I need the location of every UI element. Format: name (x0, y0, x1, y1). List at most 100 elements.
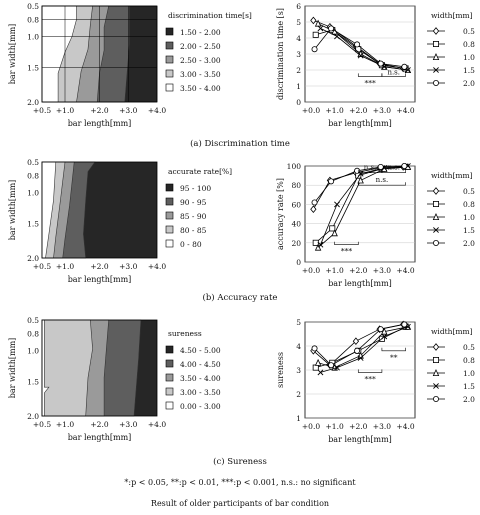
legend-marker (432, 395, 439, 402)
x-tick-label: +3.0 (119, 106, 137, 115)
legend-item-label: 3.00 - 3.50 (180, 70, 221, 79)
legend-swatch (165, 345, 174, 354)
data-point (334, 33, 340, 40)
legend-item-label: 0.5 (463, 187, 475, 196)
plot-frame (41, 161, 158, 259)
caption-c: (c) Sureness (213, 457, 267, 467)
data-point (401, 63, 408, 70)
legend-title: discrimination time[s] (168, 11, 252, 20)
x-tick-label: +3.0 (119, 420, 137, 429)
legend-item-label: 1.0 (463, 213, 475, 222)
x-axis-label: bar length[mm] (328, 279, 392, 288)
y-tick-label: 2.0 (27, 98, 39, 107)
significance-label: *** (364, 374, 376, 383)
y-tick-label: 1 (296, 414, 301, 423)
x-tick-label: +1.0 (326, 106, 344, 115)
y-tick-label: 40 (291, 220, 301, 229)
legend-swatch (165, 27, 174, 36)
legend-item-label: 2.0 (463, 395, 475, 404)
y-tick-label: 1.0 (27, 189, 39, 198)
data-point (355, 46, 362, 53)
data-point (334, 364, 340, 371)
plot-frame (41, 319, 158, 417)
legend-item-label: 4.50 - 5.00 (180, 346, 221, 355)
y-axis-label: bar width[mm] (8, 24, 17, 85)
significance-label: n.s. (387, 68, 400, 76)
legend-item-label: 80 - 85 (180, 226, 207, 235)
data-point (328, 25, 335, 32)
legend-title: width[mm] (431, 327, 473, 336)
y-tick-label: 1.0 (27, 33, 39, 42)
data-point (331, 229, 338, 237)
x-tick-label: +1.0 (326, 266, 344, 275)
legend-marker (432, 369, 440, 376)
x-tick-label: +0.5 (33, 262, 51, 271)
data-point (328, 362, 335, 369)
x-tick-label: +4.0 (148, 262, 166, 271)
data-point (354, 41, 361, 48)
legend-swatch (165, 387, 174, 396)
legend-marker (432, 53, 440, 60)
y-tick-label: 2.0 (27, 254, 39, 263)
y-tick-label: 0.8 (27, 329, 39, 338)
x-axis-label: bar length[mm] (68, 275, 132, 284)
data-point (329, 225, 336, 232)
x-tick-label: +4.0 (148, 420, 166, 429)
legend-item-label: 2.50 - 3.00 (180, 56, 221, 65)
legend-marker (432, 200, 439, 207)
legend-swatch (165, 41, 174, 50)
figure-title: Result of older participants of bar cond… (150, 499, 330, 508)
legend-swatch (165, 239, 174, 248)
y-tick-label: 3 (296, 50, 301, 59)
legend-item-label: 0 - 80 (180, 240, 202, 249)
legend-item-label: 0.8 (463, 200, 475, 209)
legend-item-label: 95 - 100 (180, 184, 211, 193)
significance-bracket (357, 369, 383, 373)
legend-swatch (165, 83, 174, 92)
legend-swatch (165, 211, 174, 220)
x-tick-label: +3.0 (373, 266, 391, 275)
y-tick-label: 20 (291, 239, 301, 248)
y-tick-label: 5 (296, 318, 301, 327)
data-point (310, 205, 317, 214)
y-tick-label: 1 (296, 82, 301, 91)
x-axis-label: bar length[mm] (328, 435, 392, 444)
significance-bracket (334, 241, 359, 246)
legend-swatch (165, 197, 174, 206)
legend-item-label: 1.50 - 2.00 (180, 28, 221, 37)
y-tick-label: 1.0 (27, 347, 39, 356)
data-point (310, 16, 317, 25)
legend-marker (432, 41, 439, 48)
x-tick-label: +1.0 (326, 422, 344, 431)
x-tick-label: +4.0 (148, 106, 166, 115)
data-point (312, 239, 319, 246)
y-tick-label: 1.5 (27, 377, 39, 386)
data-point (401, 162, 408, 169)
data-point (401, 321, 408, 328)
y-tick-label: 5 (296, 18, 301, 27)
legend-marker (433, 383, 439, 389)
legend-item-label: 1.5 (463, 226, 475, 235)
x-tick-label: +4.0 (396, 106, 414, 115)
y-tick-label: 0 (296, 98, 301, 107)
x-tick-label: +2.0 (349, 106, 367, 115)
legend-item-label: 2.0 (463, 79, 475, 88)
x-tick-label: +3.0 (373, 422, 391, 431)
x-tick-label: +4.0 (396, 422, 414, 431)
legend-swatch (165, 69, 174, 78)
legend-swatch (165, 401, 174, 410)
y-tick-label: 2 (296, 66, 301, 75)
legend-item-label: 0.5 (463, 343, 475, 352)
data-point (328, 178, 335, 185)
legend-marker (433, 67, 439, 73)
y-tick-label: 0.8 (27, 15, 39, 24)
legend-item-label: 1.5 (463, 382, 475, 391)
legend-swatch (165, 225, 174, 234)
x-tick-label: +0.0 (302, 266, 320, 275)
y-tick-label: 0.8 (27, 171, 39, 180)
data-point (357, 355, 364, 361)
x-tick-label: +3.0 (119, 262, 137, 271)
y-axis-label: discrimination time [s] (276, 8, 285, 100)
data-point (377, 163, 384, 170)
data-point (357, 52, 364, 59)
